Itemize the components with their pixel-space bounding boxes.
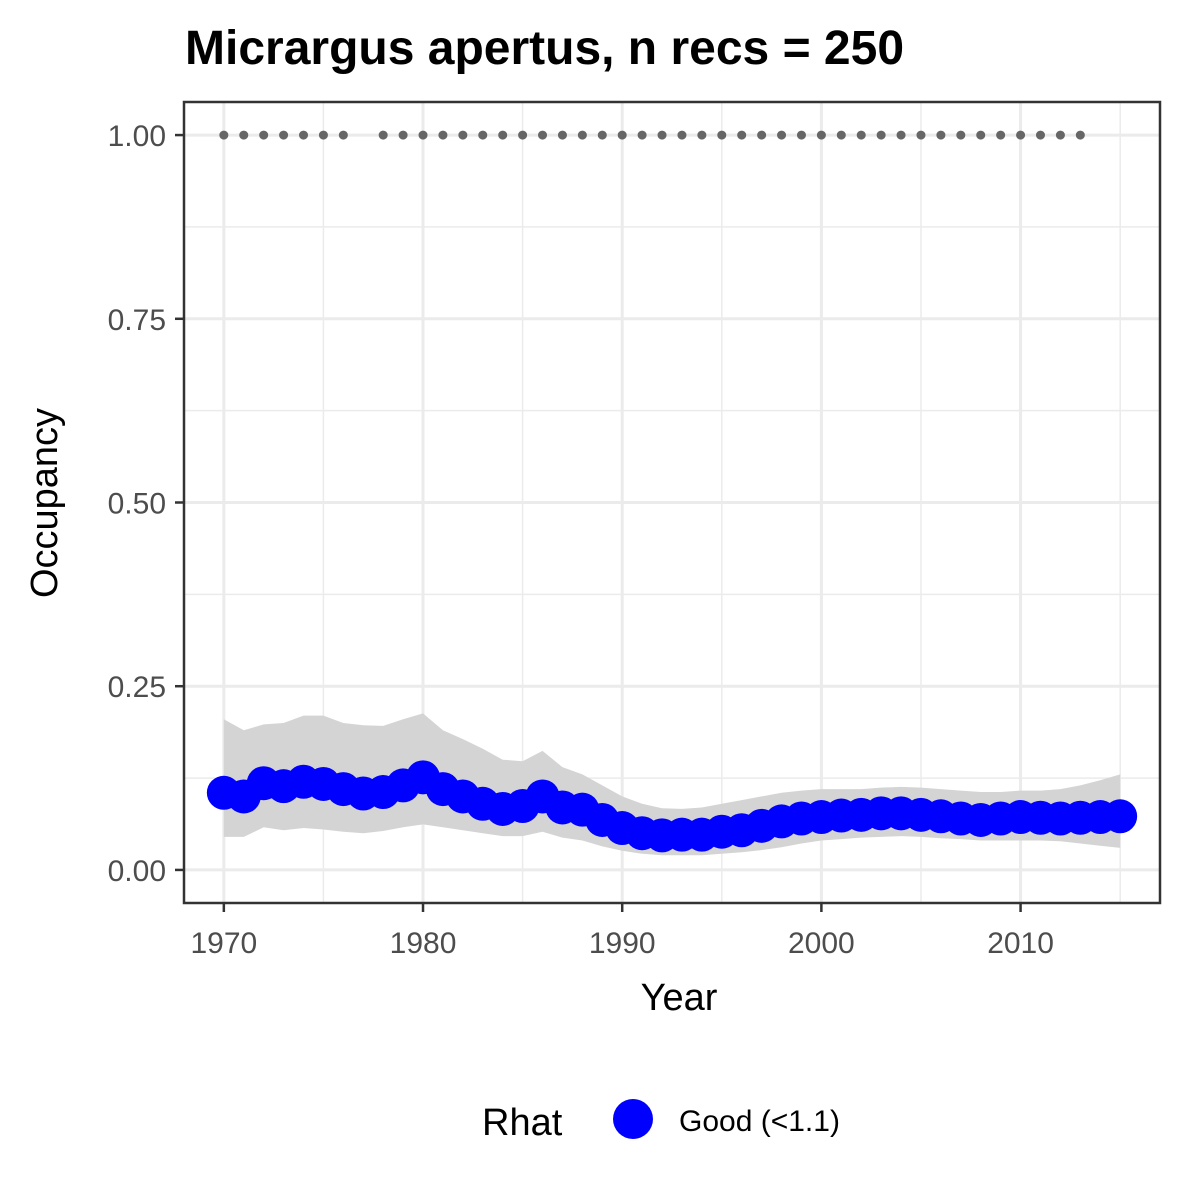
reference-point bbox=[856, 130, 866, 140]
reference-point bbox=[478, 130, 488, 140]
legend-label-good: Good (<1.1) bbox=[679, 1105, 840, 1138]
reference-point bbox=[936, 130, 946, 140]
reference-point bbox=[816, 130, 826, 140]
reference-point bbox=[299, 130, 309, 140]
reference-point bbox=[498, 130, 508, 140]
reference-point bbox=[876, 130, 886, 140]
reference-point bbox=[637, 130, 647, 140]
reference-point bbox=[338, 130, 348, 140]
reference-point bbox=[737, 130, 747, 140]
y-axis-title: Occupancy bbox=[24, 408, 66, 598]
reference-point bbox=[219, 130, 229, 140]
reference-dots-series bbox=[219, 130, 1085, 140]
reference-point bbox=[617, 130, 627, 140]
reference-point bbox=[458, 130, 468, 140]
reference-point bbox=[1075, 130, 1085, 140]
reference-point bbox=[239, 130, 249, 140]
reference-point bbox=[418, 130, 428, 140]
reference-point bbox=[657, 130, 667, 140]
reference-point bbox=[717, 130, 727, 140]
y-tick-label: 0.50 bbox=[108, 488, 166, 521]
reference-point bbox=[398, 130, 408, 140]
y-tick-label: 1.00 bbox=[108, 120, 166, 153]
reference-point bbox=[777, 130, 787, 140]
occupancy-points-series bbox=[206, 760, 1138, 853]
reference-point bbox=[279, 130, 289, 140]
reference-point bbox=[1035, 130, 1045, 140]
reference-point bbox=[916, 130, 926, 140]
reference-point bbox=[677, 130, 687, 140]
reference-point bbox=[697, 130, 707, 140]
legend-title: Rhat bbox=[482, 1102, 563, 1144]
reference-point bbox=[996, 130, 1006, 140]
x-tick-label: 1970 bbox=[190, 927, 257, 960]
reference-point bbox=[956, 130, 966, 140]
reference-point bbox=[1055, 130, 1065, 140]
x-tick-label: 1990 bbox=[589, 927, 656, 960]
legend: Rhat Good (<1.1) bbox=[482, 1099, 840, 1144]
occupancy-point bbox=[1103, 799, 1138, 834]
reference-point bbox=[976, 130, 986, 140]
reference-point bbox=[538, 130, 548, 140]
reference-point bbox=[896, 130, 906, 140]
reference-point bbox=[1016, 130, 1026, 140]
reference-point bbox=[597, 130, 607, 140]
legend-key-good bbox=[613, 1099, 653, 1139]
reference-point bbox=[518, 130, 528, 140]
reference-point bbox=[836, 130, 846, 140]
x-axis-title: Year bbox=[641, 977, 718, 1019]
x-tick-label: 1980 bbox=[390, 927, 457, 960]
x-axis: 1970 1980 1990 2000 2010 bbox=[190, 903, 1054, 960]
y-tick-label: 0.00 bbox=[108, 855, 166, 888]
plot-panel bbox=[182, 100, 1162, 905]
reference-point bbox=[438, 130, 448, 140]
x-tick-label: 2000 bbox=[788, 927, 855, 960]
reference-point bbox=[259, 130, 269, 140]
reference-point bbox=[796, 130, 806, 140]
reference-point bbox=[378, 130, 388, 140]
reference-point bbox=[757, 130, 767, 140]
reference-point bbox=[318, 130, 328, 140]
reference-point bbox=[577, 130, 587, 140]
x-tick-label: 2010 bbox=[987, 927, 1054, 960]
y-axis: 0.00 0.25 0.50 0.75 1.00 bbox=[108, 120, 184, 888]
chart-title: Micrargus apertus, n recs = 250 bbox=[185, 22, 904, 75]
y-tick-label: 0.75 bbox=[108, 304, 166, 337]
y-tick-label: 0.25 bbox=[108, 671, 166, 704]
reference-point bbox=[557, 130, 567, 140]
